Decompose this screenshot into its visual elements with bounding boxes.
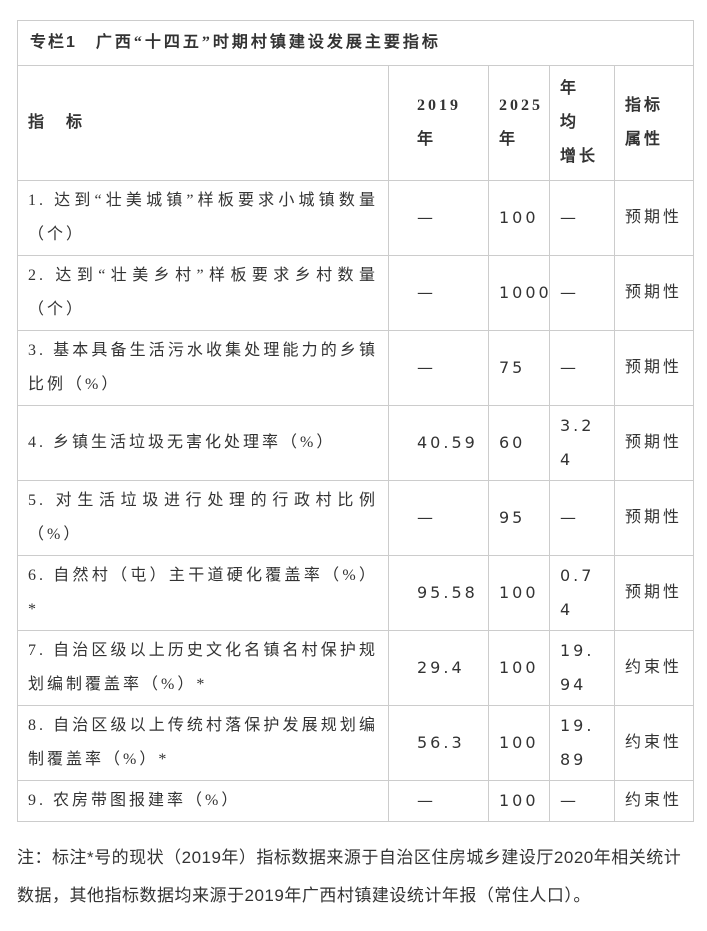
cell-2019: — xyxy=(388,480,489,556)
cell-attribute: 预期性 xyxy=(614,255,694,331)
cell-2019: 40.59 xyxy=(388,405,489,481)
col-header-2025: 2025 年 xyxy=(488,65,550,181)
cell-attribute: 预期性 xyxy=(614,330,694,406)
table-row: 7. 自治区级以上历史文化名镇名村保护规划编制覆盖率（%）* 29.4 100 … xyxy=(17,630,694,706)
cell-2019: — xyxy=(388,330,489,406)
cell-indicator: 1. 达到“壮美城镇”样板要求小城镇数量（个） xyxy=(17,180,389,256)
col-header-annual-growth: 年 均 增长 xyxy=(549,65,615,181)
cell-growth: 0.74 xyxy=(549,555,615,631)
cell-2025: 95 xyxy=(488,480,550,556)
cell-indicator: 8. 自治区级以上传统村落保护发展规划编制覆盖率（%）* xyxy=(17,705,389,781)
cell-growth: — xyxy=(549,180,615,256)
indicators-table: 专栏1 广西“十四五”时期村镇建设发展主要指标 指 标 2019年 2025 年… xyxy=(17,20,694,822)
cell-2019: — xyxy=(388,180,489,256)
cell-indicator: 5. 对生活垃圾进行处理的行政村比例（%） xyxy=(17,480,389,556)
cell-attribute: 约束性 xyxy=(614,780,694,822)
cell-growth: 19.89 xyxy=(549,705,615,781)
cell-2019: — xyxy=(388,255,489,331)
panel-title: 专栏1 广西“十四五”时期村镇建设发展主要指标 xyxy=(17,20,694,66)
cell-2019: 56.3 xyxy=(388,705,489,781)
col-header-attribute: 指标 属性 xyxy=(614,65,694,181)
cell-2025: 100 xyxy=(488,555,550,631)
footnote: 注：标注*号的现状（2019年）指标数据来源于自治区住房城乡建设厅2020年相关… xyxy=(17,848,682,905)
cell-growth: — xyxy=(549,480,615,556)
cell-2025: 100 xyxy=(488,780,550,822)
table-row: 8. 自治区级以上传统村落保护发展规划编制覆盖率（%）* 56.3 100 19… xyxy=(17,705,694,781)
cell-growth: 19.94 xyxy=(549,630,615,706)
cell-indicator: 2. 达到“壮美乡村”样板要求乡村数量（个） xyxy=(17,255,389,331)
cell-attribute: 约束性 xyxy=(614,630,694,706)
cell-2019: 95.58 xyxy=(388,555,489,631)
cell-attribute: 预期性 xyxy=(614,555,694,631)
table-row: 5. 对生活垃圾进行处理的行政村比例（%） — 95 — 预期性 xyxy=(17,480,694,556)
cell-2025: 1000 xyxy=(488,255,550,331)
cell-attribute: 约束性 xyxy=(614,705,694,781)
cell-2025: 75 xyxy=(488,330,550,406)
cell-indicator: 6. 自然村（屯）主干道硬化覆盖率（%）* xyxy=(17,555,389,631)
panel-title-prefix: 专栏1 xyxy=(30,34,77,51)
cell-2025: 100 xyxy=(488,180,550,256)
cell-attribute: 预期性 xyxy=(614,480,694,556)
col-header-2019: 2019年 xyxy=(388,65,489,181)
table-header-row: 指 标 2019年 2025 年 年 均 增长 指标 属性 xyxy=(17,65,694,181)
table-row: 9. 农房带图报建率（%） — 100 — 约束性 xyxy=(17,780,694,822)
cell-2025: 100 xyxy=(488,630,550,706)
table-row: 1. 达到“壮美城镇”样板要求小城镇数量（个） — 100 — 预期性 xyxy=(17,180,694,256)
cell-indicator: 3. 基本具备生活污水收集处理能力的乡镇比例（%） xyxy=(17,330,389,406)
panel-title-row: 专栏1 广西“十四五”时期村镇建设发展主要指标 xyxy=(17,20,694,66)
cell-growth: — xyxy=(549,330,615,406)
cell-2019: — xyxy=(388,780,489,822)
panel-title-text: 广西“十四五”时期村镇建设发展主要指标 xyxy=(95,34,441,51)
table-row: 6. 自然村（屯）主干道硬化覆盖率（%）* 95.58 100 0.74 预期性 xyxy=(17,555,694,631)
table-row: 3. 基本具备生活污水收集处理能力的乡镇比例（%） — 75 — 预期性 xyxy=(17,330,694,406)
cell-indicator: 4. 乡镇生活垃圾无害化处理率（%） xyxy=(17,405,389,481)
cell-indicator: 9. 农房带图报建率（%） xyxy=(17,780,389,822)
cell-attribute: 预期性 xyxy=(614,180,694,256)
col-header-indicator: 指 标 xyxy=(17,65,389,181)
cell-2025: 60 xyxy=(488,405,550,481)
cell-2019: 29.4 xyxy=(388,630,489,706)
cell-indicator: 7. 自治区级以上历史文化名镇名村保护规划编制覆盖率（%）* xyxy=(17,630,389,706)
document-page: 专栏1 广西“十四五”时期村镇建设发展主要指标 指 标 2019年 2025 年… xyxy=(17,20,694,915)
cell-2025: 100 xyxy=(488,705,550,781)
cell-attribute: 预期性 xyxy=(614,405,694,481)
cell-growth: — xyxy=(549,255,615,331)
table-row: 4. 乡镇生活垃圾无害化处理率（%） 40.59 60 3.24 预期性 xyxy=(17,405,694,481)
table-row: 2. 达到“壮美乡村”样板要求乡村数量（个） — 1000 — 预期性 xyxy=(17,255,694,331)
cell-growth: — xyxy=(549,780,615,822)
cell-growth: 3.24 xyxy=(549,405,615,481)
